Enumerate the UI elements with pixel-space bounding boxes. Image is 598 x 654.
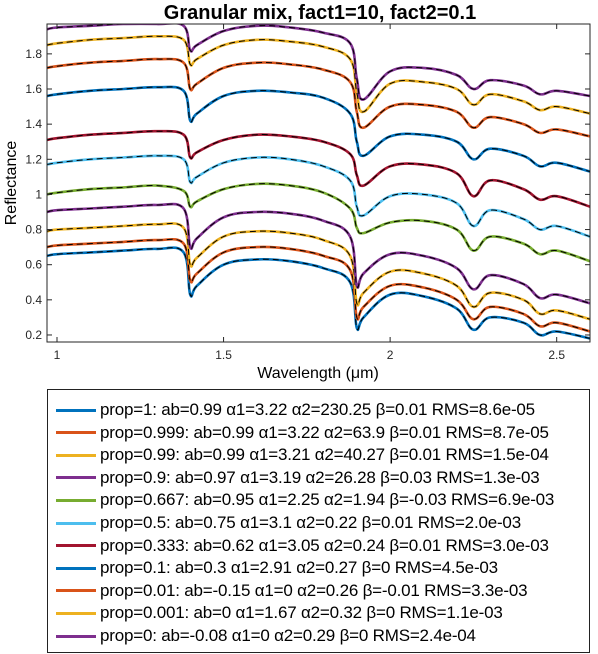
legend-swatch	[56, 408, 96, 412]
series-line-10	[47, 34, 590, 115]
legend-label: prop=0: ab=-0.08 α1=0 α2=0.29 β=0 RMS=2.…	[100, 626, 476, 645]
y-axis-label: Reflectance	[3, 141, 20, 226]
model-fit-line-4	[47, 203, 590, 304]
model-fit-line-6	[47, 155, 590, 238]
legend-entry: prop=0.9: ab=0.97 α1=3.19 α2=26.28 β=0.0…	[56, 467, 540, 489]
legend-entry: prop=0.667: ab=0.95 α1=2.25 α2=1.94 β=-0…	[56, 489, 554, 511]
legend-entry: prop=1: ab=0.99 α1=3.22 α2=230.25 β=0.01…	[56, 399, 535, 421]
x-tick-label: 1	[54, 348, 61, 362]
y-tick-label: 1	[35, 187, 42, 201]
legend-label: prop=0.1: ab=0.3 α1=2.91 α2=0.27 β=0 RMS…	[100, 558, 498, 578]
model-fit-line-10	[47, 35, 590, 115]
legend-label: prop=0.9: ab=0.97 α1=3.19 α2=26.28 β=0.0…	[100, 467, 540, 487]
model-fit-line-5	[47, 183, 590, 262]
y-tick-label: 0.8	[25, 223, 42, 237]
legend-swatch	[56, 589, 96, 593]
legend-entry: prop=0.1: ab=0.3 α1=2.91 α2=0.27 β=0 RMS…	[56, 557, 498, 579]
legend-label: prop=0.333: ab=0.62 α1=3.05 α2=0.24 β=0.…	[100, 535, 549, 555]
legend-swatch	[56, 431, 96, 435]
y-tick-label: 0.6	[25, 258, 42, 272]
legend-entry: prop=0.999: ab=0.99 α1=3.22 α2=63.9 β=0.…	[56, 422, 549, 444]
y-tick-label: 0.4	[25, 293, 42, 307]
legend-entry: prop=0.5: ab=0.75 α1=3.1 α2=0.22 β=0.01 …	[56, 512, 521, 534]
axis-ticks: 1 1.5 2 2.5 0.2 0.4 0.6 0.8 1 1.2 1.4 1.6 1.8	[25, 24, 590, 362]
chart-title: Granular mix, fact1=10, fact2=0.1	[164, 2, 476, 24]
legend-swatch	[56, 544, 96, 548]
legend-swatch	[56, 634, 96, 638]
y-tick-label: 1.2	[25, 152, 42, 166]
x-tick-label: 1.5	[215, 348, 232, 362]
axes-box	[46, 23, 591, 343]
x-tick-label: 2	[387, 348, 394, 362]
legend-entry: prop=0.99: ab=0.99 α1=3.21 α2=40.27 β=0.…	[56, 444, 549, 466]
legend-entry: prop=0: ab=-0.08 α1=0 α2=0.29 β=0 RMS=2.…	[56, 625, 476, 647]
legend-label: prop=0.01: ab=-0.15 α1=0 α2=0.26 β=-0.01…	[100, 580, 528, 600]
legend-label: prop=1: ab=0.99 α1=3.22 α2=230.25 β=0.01…	[100, 400, 535, 419]
legend-swatch	[56, 453, 96, 457]
legend-swatch	[56, 476, 96, 480]
model-fit-line-8	[47, 86, 590, 173]
y-tick-label: 1.6	[25, 82, 42, 96]
legend-swatch	[56, 611, 96, 615]
legend-swatch	[56, 521, 96, 525]
legend-label: prop=0.5: ab=0.75 α1=3.1 α2=0.22 β=0.01 …	[100, 513, 521, 532]
legend-entry: prop=0.001: ab=0 α1=1.67 α2=0.32 β=0 RMS…	[56, 602, 503, 624]
legend-label: prop=0.999: ab=0.99 α1=3.22 α2=63.9 β=0.…	[100, 422, 549, 442]
x-tick-label: 2.5	[548, 348, 565, 362]
legend-label: prop=0.001: ab=0 α1=1.67 α2=0.32 β=0 RMS…	[100, 603, 503, 623]
legend-entry: prop=0.333: ab=0.62 α1=3.05 α2=0.24 β=0.…	[56, 535, 549, 557]
series-line-7	[47, 129, 590, 208]
chart: Granular mix, fact1=10, fact2=0.1 1 1.5 2 2…	[3, 2, 591, 382]
plot-area	[47, 24, 590, 340]
legend-label: prop=0.99: ab=0.99 α1=3.21 α2=40.27 β=0.…	[100, 445, 549, 465]
model-fit-line-1	[47, 247, 590, 339]
legend-label: prop=0.667: ab=0.95 α1=2.25 α2=1.94 β=-0…	[100, 490, 555, 510]
y-tick-label: 0.2	[25, 328, 42, 342]
series-line-1	[47, 246, 590, 340]
y-tick-label: 1.4	[25, 117, 42, 131]
model-fit-line-2	[47, 238, 590, 332]
model-fit-line-3	[47, 222, 590, 320]
model-fit-line-9	[47, 58, 590, 137]
legend: prop=1: ab=0.99 α1=3.22 α2=230.25 β=0.01…	[47, 389, 590, 653]
model-fit-line-7	[47, 130, 590, 208]
y-tick-label: 1.8	[25, 47, 42, 61]
model-fit-line-11	[47, 24, 590, 101]
legend-swatch	[56, 498, 96, 502]
x-axis-label: Wavelength (μm)	[257, 365, 379, 382]
legend-entry: prop=0.01: ab=-0.15 α1=0 α2=0.26 β=-0.01…	[56, 580, 528, 602]
legend-swatch	[56, 566, 96, 570]
series-line-8	[47, 85, 590, 173]
